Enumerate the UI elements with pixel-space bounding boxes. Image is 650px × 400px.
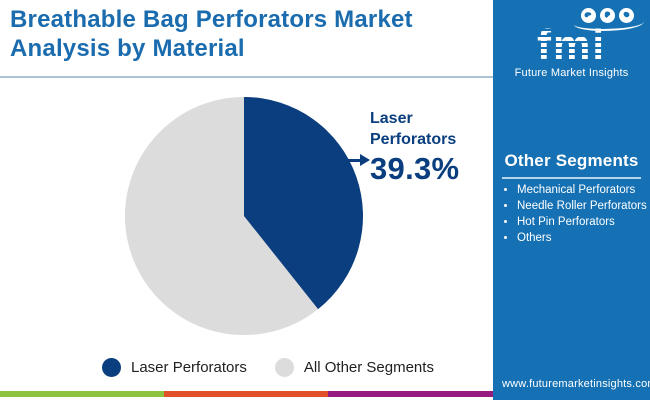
page-title-line1: Breathable Bag Perforators Market	[10, 6, 413, 33]
logo-globe-icons	[493, 8, 650, 31]
logo-brand-text: fmi	[493, 24, 650, 66]
other-segments-list: Mechanical Perforators Needle Roller Per…	[501, 184, 648, 248]
callout-value: 39.3%	[370, 151, 460, 186]
legend-item-laser: Laser Perforators	[102, 358, 247, 377]
callout-arrow-icon	[360, 154, 370, 166]
pie-slice-laser	[244, 97, 363, 310]
header-divider	[0, 76, 493, 78]
logo-caption: Future Market Insights	[514, 66, 629, 79]
pie-callout: Laser Perforators 39.3%	[370, 108, 490, 187]
other-segments-underline	[502, 177, 641, 179]
segment-item-hot-pin: Hot Pin Perforators	[517, 216, 648, 230]
legend-swatch-other-icon	[274, 358, 294, 377]
footer-strip-purple	[328, 391, 493, 397]
pie-chart-svg	[125, 97, 363, 335]
segment-item-needle-roller: Needle Roller Perforators	[517, 200, 648, 214]
pie-chart	[125, 97, 363, 335]
footer-strip-orange	[164, 391, 328, 397]
callout-label-line2: Perforators	[370, 131, 457, 148]
logo-swoosh	[574, 15, 644, 31]
callout-label: Laser Perforators	[370, 108, 490, 150]
segment-item-mechanical: Mechanical Perforators	[517, 184, 648, 198]
legend-item-other: All Other Segments	[274, 358, 434, 377]
legend-label-other: All Other Segments	[303, 359, 434, 376]
fmi-logo: fmi Future Market Insights	[493, 8, 650, 79]
callout-arrow-line	[343, 159, 363, 162]
chart-legend: Laser Perforators All Other Segments	[102, 358, 434, 377]
segment-item-others: Others	[517, 232, 648, 246]
other-segments-heading: Other Segments	[504, 151, 639, 170]
page-title-line2: Analysis by Material	[10, 35, 245, 63]
callout-label-line1: Laser	[370, 110, 413, 127]
footer-color-strip	[0, 391, 493, 397]
footer-strip-green	[0, 391, 164, 397]
legend-label-laser: Laser Perforators	[131, 359, 247, 376]
legend-swatch-laser-icon	[102, 358, 121, 377]
website-link[interactable]: www.futuremarketinsights.com	[502, 378, 650, 390]
page-title: Breathable Bag Perforators Market Analys…	[10, 5, 490, 64]
right-panel: fmi Future Market Insights Other Segment…	[493, 0, 650, 400]
